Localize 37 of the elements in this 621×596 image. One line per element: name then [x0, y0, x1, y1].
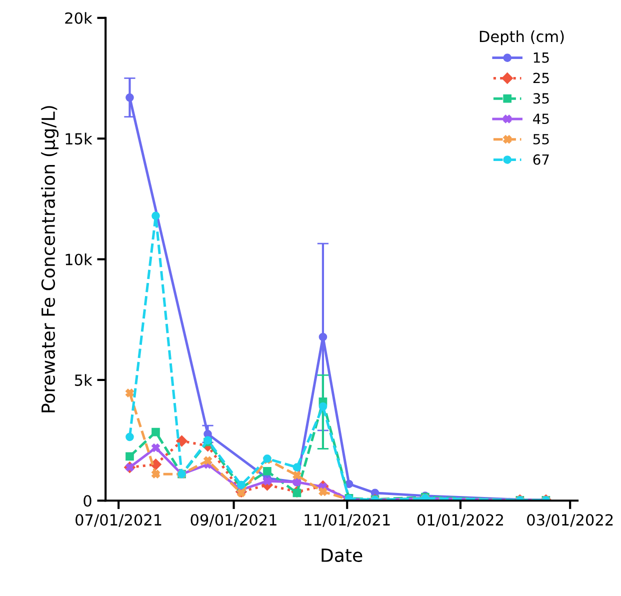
point [318, 488, 328, 496]
point [126, 452, 134, 461]
legend-label: 15 [534, 52, 549, 63]
x-tick-label: 03/01/2022 [527, 514, 613, 527]
point [292, 463, 302, 472]
point [204, 456, 212, 465]
point [150, 458, 162, 470]
y-tick-label: 15k [66, 132, 92, 145]
point [126, 388, 134, 398]
x-tick-label: 07/01/2021 [76, 514, 162, 527]
y-tick-label: 10k [66, 253, 92, 266]
point [152, 470, 160, 478]
legend-label: 25 [533, 72, 549, 84]
legend-label: 35 [533, 93, 549, 104]
y-tick-label: 5k [74, 374, 92, 386]
point [263, 476, 272, 486]
point [237, 480, 246, 490]
x-tick-label: 11/01/2021 [304, 514, 390, 527]
point [176, 435, 188, 447]
legend-title: Depth (cm) [480, 30, 564, 46]
point [152, 212, 160, 220]
point [318, 402, 328, 411]
x-axis-title: Date [322, 548, 362, 562]
y-tick-label: 20k [65, 12, 92, 24]
legend-label: 55 [533, 134, 549, 144]
point [263, 467, 272, 476]
point [292, 471, 302, 480]
point [152, 428, 160, 436]
x-tick-label: 09/01/2021 [190, 514, 276, 527]
legend-label: 67 [533, 154, 549, 165]
x-tick-label: 01/01/2022 [417, 514, 503, 527]
legend-label: 45 [533, 114, 549, 124]
point [237, 488, 246, 498]
point [152, 444, 160, 452]
y-axis-title: Porewater Fe Concentration (µg/L) [41, 106, 59, 412]
point [126, 432, 134, 442]
y-tick-label: 0 [84, 495, 92, 507]
